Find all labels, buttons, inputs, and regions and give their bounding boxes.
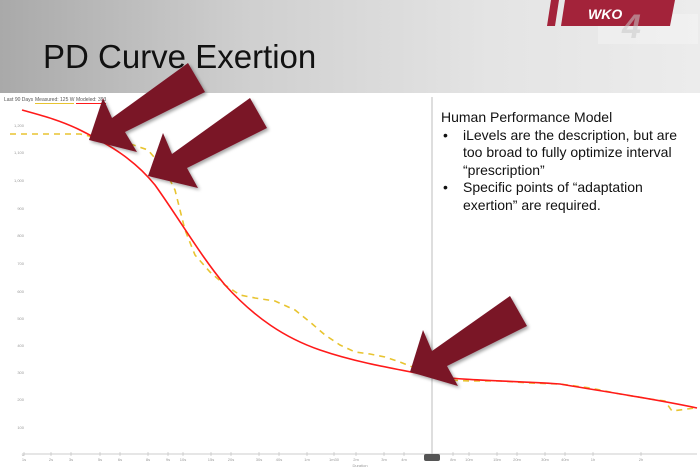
x-axis-label: Duration [352,463,368,468]
x-tick: 20s [227,457,235,462]
cursor-marker[interactable] [424,454,440,461]
bullet-item: Specific points of “adaptation exertion”… [441,179,696,214]
y-tick: 800 [17,233,24,238]
x-tick: 10s [179,457,187,462]
x-tick: 2m [353,457,359,462]
y-tick: 900 [17,206,24,211]
slide-title: PD Curve Exertion [43,38,317,75]
y-tick: 400 [17,343,24,348]
y-tick: 700 [17,261,24,266]
logo-text: WKO [588,6,623,22]
legend-modeled[interactable]: Modeled: 393 [76,97,107,104]
arrow-icon [148,98,267,188]
x-tick: 20m [513,457,521,462]
x-tick: 30s [255,457,263,462]
x-tick: 4m [401,457,407,462]
x-tick: 2h [638,457,644,462]
x-tick: 8m [450,457,456,462]
x-tick: 40s [275,457,283,462]
x-tick: 1s [21,457,27,462]
x-tick: 6s [117,457,123,462]
arrow-icon [410,296,527,386]
y-tick: 1,100 [13,150,24,155]
legend-measured[interactable]: Measured: 125 W [35,97,75,104]
y-tick: 1,200 [13,123,24,128]
x-tick: 30m [541,457,549,462]
side-panel: Human Performance Model iLevels are the … [441,109,696,214]
x-tick: 1m30 [328,457,340,462]
x-tick: 15m [493,457,501,462]
y-tick: 100 [17,425,24,430]
wko4-logo: 4 [547,0,675,26]
x-tick: 3m [381,457,387,462]
bullet-item: iLevels are the description, but are too… [441,127,696,180]
y-tick: 200 [17,397,24,402]
x-tick: 8s [145,457,151,462]
x-tick: 2s [48,457,54,462]
x-tick: 1h [590,457,596,462]
y-tick: 500 [17,316,24,321]
x-tick: 40m [561,457,569,462]
y-tick: 1,000 [13,178,24,183]
x-tick: 3s [68,457,74,462]
x-tick: 1m [304,457,310,462]
side-panel-heading: Human Performance Model [441,109,613,125]
range-label[interactable]: Last 90 Days [4,97,34,103]
x-tick: 9s [165,457,171,462]
y-tick: 600 [17,289,24,294]
x-tick: 10m [465,457,473,462]
x-tick: 5s [97,457,103,462]
arrow-icon [89,63,205,152]
logo-number: 4 [622,8,641,46]
x-tick: 15s [207,457,215,462]
y-tick: 0 [21,452,24,457]
y-tick: 300 [17,370,24,375]
